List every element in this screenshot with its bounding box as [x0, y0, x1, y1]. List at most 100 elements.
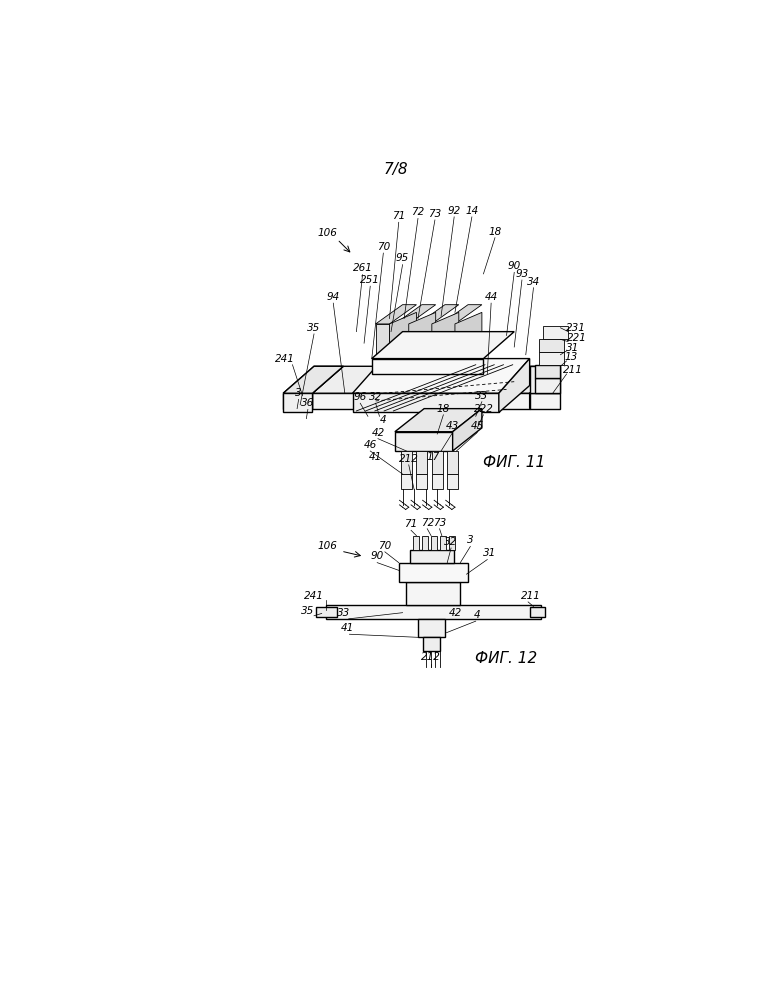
- Polygon shape: [447, 451, 458, 475]
- Polygon shape: [283, 367, 344, 394]
- Text: 212: 212: [399, 454, 418, 464]
- Text: 95: 95: [396, 254, 409, 264]
- Text: 72: 72: [411, 207, 425, 217]
- Text: 14: 14: [466, 206, 479, 216]
- Text: 17: 17: [427, 453, 440, 463]
- Polygon shape: [455, 313, 482, 359]
- Polygon shape: [372, 332, 514, 359]
- Polygon shape: [432, 451, 442, 475]
- Polygon shape: [441, 305, 482, 324]
- Text: 31: 31: [566, 343, 579, 353]
- Text: ФИГ. 12: ФИГ. 12: [476, 651, 537, 666]
- Text: 241: 241: [275, 354, 295, 364]
- Polygon shape: [539, 353, 564, 365]
- Polygon shape: [401, 475, 411, 490]
- Text: 44: 44: [485, 292, 498, 302]
- Polygon shape: [416, 451, 427, 475]
- Polygon shape: [416, 475, 427, 490]
- Text: 70: 70: [378, 540, 391, 550]
- Text: 36: 36: [301, 399, 314, 409]
- Polygon shape: [432, 475, 442, 490]
- Polygon shape: [376, 324, 390, 359]
- Polygon shape: [431, 535, 437, 549]
- Polygon shape: [530, 394, 560, 409]
- Polygon shape: [283, 367, 344, 394]
- Text: 33: 33: [476, 391, 489, 401]
- Text: 42: 42: [449, 607, 462, 617]
- Text: 72: 72: [421, 517, 434, 527]
- Text: 43: 43: [446, 422, 459, 432]
- Text: 106: 106: [318, 540, 338, 550]
- Polygon shape: [418, 305, 459, 324]
- Text: 251: 251: [361, 275, 380, 285]
- Polygon shape: [395, 432, 452, 451]
- Polygon shape: [535, 365, 560, 378]
- Polygon shape: [447, 475, 458, 490]
- Polygon shape: [432, 313, 459, 359]
- Polygon shape: [418, 618, 445, 637]
- Text: 92: 92: [448, 206, 461, 216]
- Text: 261: 261: [353, 264, 372, 274]
- Polygon shape: [535, 378, 560, 394]
- Text: 33: 33: [337, 607, 350, 617]
- Text: 35: 35: [307, 323, 320, 333]
- Text: 32: 32: [369, 392, 382, 402]
- Text: 222: 222: [473, 404, 493, 414]
- Text: 3: 3: [296, 389, 302, 399]
- Polygon shape: [441, 324, 455, 359]
- Text: 35: 35: [301, 606, 314, 616]
- Text: 71: 71: [392, 211, 405, 221]
- Text: 241: 241: [304, 590, 324, 600]
- Text: 231: 231: [566, 323, 586, 333]
- Polygon shape: [283, 394, 313, 409]
- Text: 93: 93: [515, 269, 529, 279]
- Polygon shape: [390, 313, 416, 359]
- Polygon shape: [412, 535, 418, 549]
- Text: 31: 31: [483, 548, 496, 558]
- Polygon shape: [543, 327, 568, 340]
- Polygon shape: [408, 313, 435, 359]
- Text: 18: 18: [437, 404, 450, 414]
- Text: 4: 4: [474, 610, 481, 620]
- Text: 46: 46: [364, 440, 377, 450]
- Polygon shape: [316, 607, 337, 616]
- Polygon shape: [449, 535, 455, 549]
- Text: 73: 73: [428, 209, 442, 219]
- Polygon shape: [499, 359, 530, 413]
- Text: 106: 106: [318, 228, 338, 238]
- Polygon shape: [353, 359, 530, 394]
- Polygon shape: [410, 549, 454, 562]
- Polygon shape: [440, 535, 446, 549]
- Polygon shape: [530, 367, 560, 409]
- Text: 90: 90: [371, 551, 384, 561]
- Text: 41: 41: [369, 453, 382, 463]
- Text: 70: 70: [377, 242, 390, 252]
- Polygon shape: [283, 394, 313, 413]
- Polygon shape: [406, 581, 460, 605]
- Text: 18: 18: [489, 227, 502, 237]
- Text: 4: 4: [380, 416, 387, 426]
- Polygon shape: [395, 324, 408, 359]
- Polygon shape: [326, 605, 541, 618]
- Text: 73: 73: [433, 517, 446, 527]
- Text: 211: 211: [521, 590, 541, 600]
- Polygon shape: [353, 394, 499, 413]
- Text: 90: 90: [508, 261, 521, 271]
- Polygon shape: [395, 409, 482, 432]
- Text: 45: 45: [471, 422, 484, 432]
- Polygon shape: [395, 305, 435, 324]
- Text: 32: 32: [445, 536, 458, 546]
- Polygon shape: [372, 359, 483, 374]
- Polygon shape: [530, 367, 560, 394]
- Text: 7/8: 7/8: [384, 163, 408, 178]
- Text: 34: 34: [527, 277, 540, 287]
- Polygon shape: [398, 562, 468, 581]
- Text: ФИГ. 11: ФИГ. 11: [483, 455, 545, 471]
- Text: 211: 211: [563, 365, 583, 376]
- Text: 212: 212: [422, 652, 441, 662]
- Text: 221: 221: [567, 333, 587, 343]
- Polygon shape: [539, 340, 564, 353]
- Polygon shape: [452, 409, 482, 451]
- Text: 42: 42: [371, 428, 384, 438]
- Text: 13: 13: [564, 352, 577, 362]
